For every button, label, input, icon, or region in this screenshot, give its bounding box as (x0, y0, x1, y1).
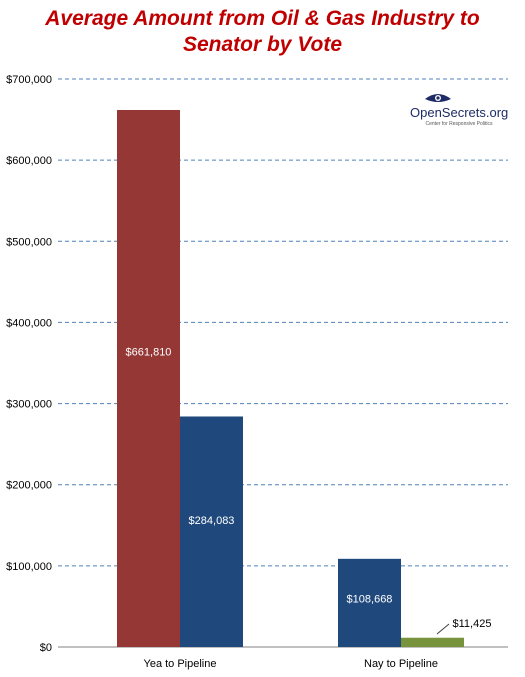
chart-title: Average Amount from Oil & Gas Industry t… (0, 6, 525, 58)
y-tick-label: $0 (40, 642, 52, 654)
bar (401, 637, 464, 647)
data-label: $108,668 (347, 594, 393, 606)
bar (180, 416, 243, 647)
bar (117, 109, 180, 647)
y-tick-label: $400,000 (6, 317, 52, 329)
data-label: $661,810 (126, 347, 172, 359)
gridlines (58, 78, 508, 567)
eye-icon (425, 94, 451, 102)
bars (117, 109, 464, 647)
logo-tagline: Center for Responsive Politics (425, 121, 493, 127)
callout-leader-line (436, 623, 450, 635)
bar (338, 558, 401, 647)
y-tick-label: $700,000 (6, 74, 52, 86)
logo-name: OpenSecrets.org (410, 105, 509, 120)
y-tick-label: $200,000 (6, 480, 52, 492)
y-tick-label: $600,000 (6, 155, 52, 167)
x-tick-label: Yea to Pipeline (144, 658, 217, 670)
data-labels: $661,810 $284,083 $108,668 $11,425 (126, 347, 492, 630)
x-axis-tick-labels: Yea to Pipeline Nay to Pipeline (144, 658, 439, 670)
y-axis-tick-labels: $0 $100,000 $200,000 $300,000 $400,000 $500,0… (6, 74, 52, 654)
y-tick-label: $100,000 (6, 561, 52, 573)
data-label: $11,425 (453, 618, 492, 630)
x-tick-label: Nay to Pipeline (364, 658, 438, 670)
chart-title-line-2: Senator by Vote (182, 33, 343, 56)
opensecrets-logo: OpenSecrets.org Center for Responsive Po… (410, 91, 508, 131)
data-label: $284,083 (189, 515, 235, 527)
chart-title-line-1: Average Amount from Oil & Gas Industry t… (45, 7, 480, 30)
y-tick-label: $500,000 (6, 236, 52, 248)
y-tick-label: $300,000 (6, 399, 52, 411)
